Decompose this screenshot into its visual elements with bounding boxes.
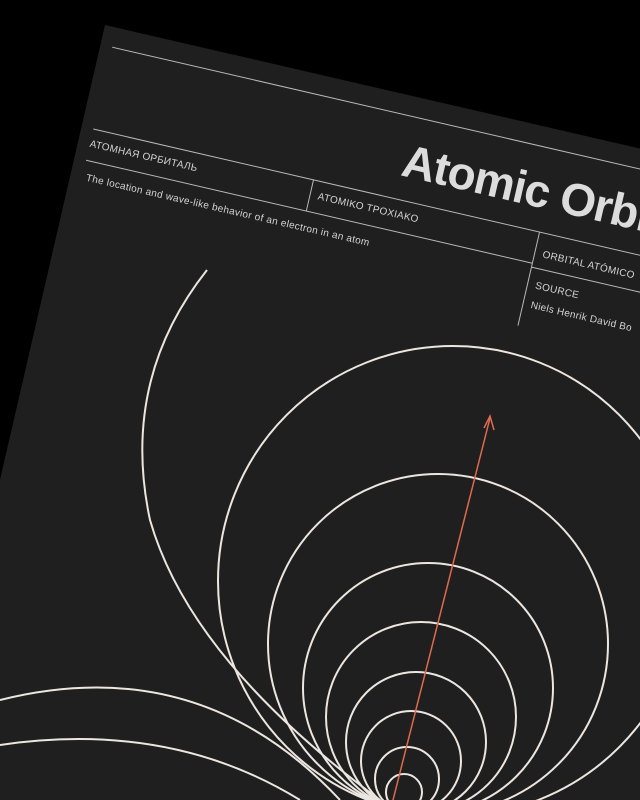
orbital-diagram (0, 269, 640, 800)
orbital (0, 686, 341, 800)
orbital (217, 345, 640, 800)
arrow (392, 417, 491, 800)
arrow-head (483, 413, 495, 431)
orbital (302, 562, 554, 800)
orbital (325, 621, 517, 800)
rule (85, 159, 533, 264)
poster-sheet (0, 25, 640, 800)
orbital (345, 671, 487, 800)
orbital (267, 473, 609, 800)
rule (531, 266, 640, 342)
rule (517, 231, 541, 326)
orbital (141, 269, 381, 800)
poster: Atomic Orbi АТОМНАЯ ОРБИТАЛЬ ΑΤΟΜΙΚΟ ΤΡΟ… (0, 25, 640, 800)
rule (305, 179, 314, 212)
rule (112, 46, 640, 225)
orbital (360, 710, 462, 800)
orbital (385, 773, 423, 800)
orbital (0, 738, 301, 800)
rule (93, 128, 640, 307)
